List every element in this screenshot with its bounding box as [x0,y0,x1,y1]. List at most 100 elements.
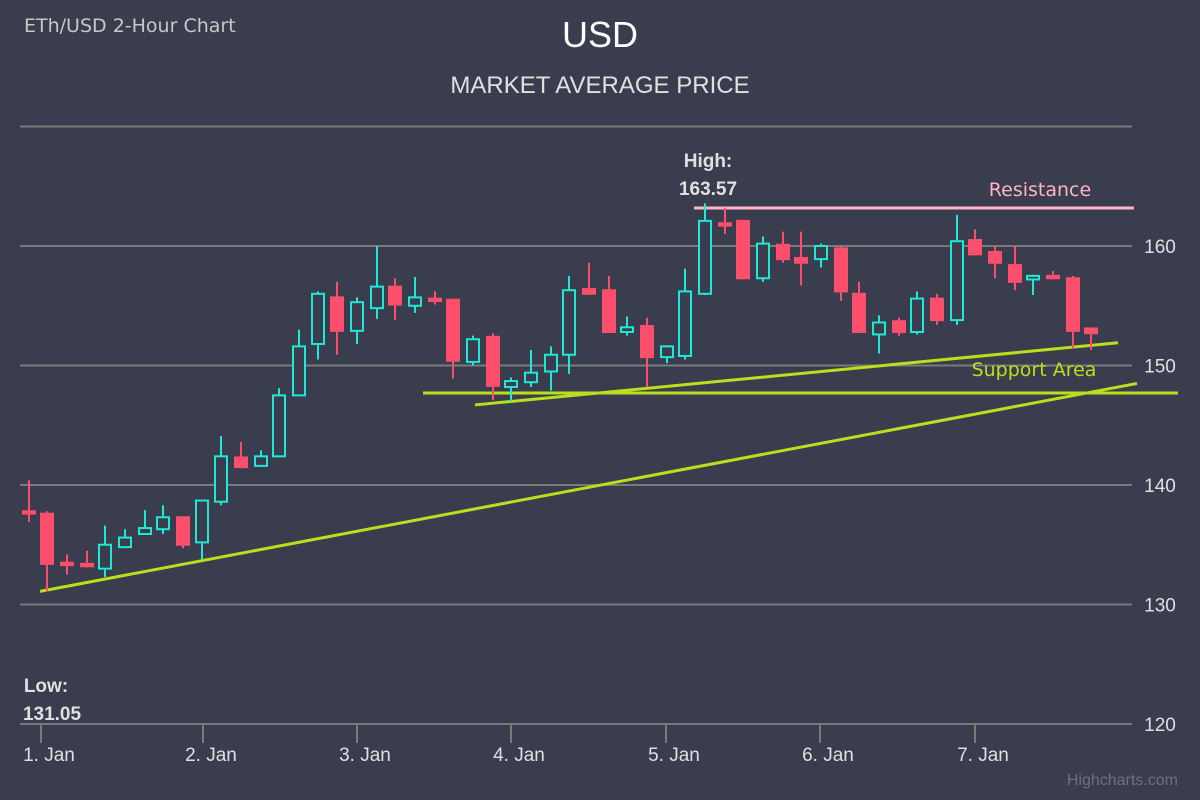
candle-body [892,320,906,334]
candle-body [176,516,190,546]
candle-down [388,278,402,321]
trendline-support-long [39,381,1138,593]
low-label: Low: [24,676,68,697]
candle-down [718,207,732,235]
candle-up [620,316,634,336]
candle-body [1046,274,1060,280]
high-label: High: [684,151,733,172]
candle-up [292,329,306,397]
candle-down [582,262,596,295]
candle-body [1084,327,1098,335]
candle-body [1026,274,1040,281]
candle-up [504,377,518,402]
candle-body [504,380,518,389]
candle-body [466,338,480,363]
candle-body [988,250,1002,264]
candle-body [60,561,74,567]
annotation-labels: High: 163.57 Low: 131.05 Resistance Supp… [23,151,1097,725]
candle-up [814,243,828,268]
candle-up [544,346,558,391]
trend-lines [39,206,1178,593]
candle-body [660,345,674,359]
candle-body [968,239,982,256]
candle-up [756,236,770,282]
candle-down [834,246,848,301]
candle-down [428,291,442,305]
candle-body [872,321,886,336]
candle-body [602,289,616,334]
candle-body [156,516,170,531]
candle-body [930,297,944,322]
chart-subtitle: MARKET AVERAGE PRICE [450,72,750,99]
y-gridlines [20,125,1132,725]
candle-body [98,543,112,570]
candle-body [22,510,36,515]
candle-body [718,222,732,227]
candles [22,203,1098,592]
candle-body [1066,277,1080,332]
candle-up [350,297,364,344]
candle-down [794,231,808,286]
y-axis: 120 130 140 150 160 [1144,237,1176,736]
candle-body [852,292,866,334]
candle-up [311,291,325,360]
resistance-label: Resistance [989,179,1091,201]
candle-body [40,512,54,565]
x-tick-label: 4. Jan [493,745,545,766]
high-value: 163.57 [679,179,737,200]
candle-body [814,245,828,261]
y-tick-label: 160 [1144,237,1176,258]
candle-up [156,505,170,534]
candle-down [1008,246,1022,291]
candle-down [176,516,190,549]
candle-body [698,219,712,295]
candle-down [892,317,906,336]
candle-up [1026,274,1040,295]
candle-body [776,243,790,261]
candle-down [968,229,982,256]
highcharts-credits-link[interactable]: Highcharts.com [1066,772,1178,789]
candle-body [330,296,344,332]
candle-down [446,298,460,379]
candle-body [254,455,268,467]
x-tick-label: 1. Jan [23,745,75,766]
candle-body [214,455,228,503]
candle-body [272,394,286,458]
candle-up [950,214,964,325]
candle-up [910,291,924,335]
candle-body [620,326,634,334]
candle-body [544,353,558,373]
candle-body [234,456,248,469]
x-tick-label: 5. Jan [648,745,700,766]
candle-down [1084,327,1098,350]
candle-body [370,285,384,310]
y-tick-label: 130 [1144,596,1176,617]
candle-down [330,281,344,355]
candle-up [370,246,384,319]
candle-up [138,510,152,535]
x-tick-label: 3. Jan [339,745,391,766]
candle-body [446,298,460,362]
candle-up [660,345,674,364]
candle-up [408,277,422,313]
candle-body [794,256,808,264]
candle-down [40,511,54,592]
candle-up [698,203,712,295]
candle-down [930,293,944,325]
candle-up [678,268,692,360]
candle-up [195,499,209,560]
support-area-label: Support Area [972,359,1097,381]
candle-body [834,247,848,293]
trendline-support-short [474,341,1119,407]
candle-body [640,325,654,359]
candle-down [60,554,74,575]
candle-body [1008,264,1022,283]
candle-up [98,525,112,578]
candle-body [582,288,596,295]
candle-body [80,562,94,568]
candle-down [22,480,36,523]
chart-title: USD [561,14,638,55]
candle-body [428,297,442,302]
candle-body [195,499,209,544]
candle-down [234,441,248,469]
